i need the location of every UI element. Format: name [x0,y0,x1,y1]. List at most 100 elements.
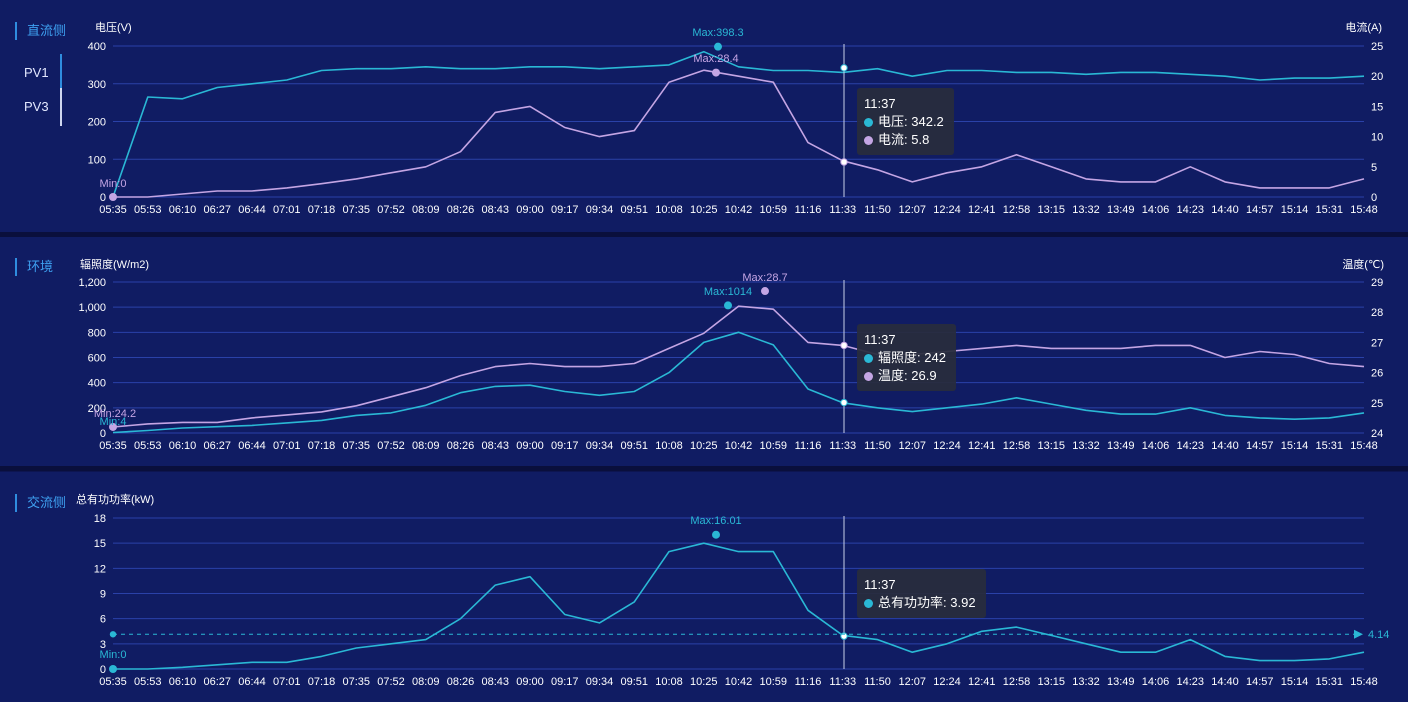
env-x-tick: 15:14 [1281,440,1309,452]
ac-x-tick: 15:14 [1281,676,1309,688]
ac-tooltip-r1-value: 3.92 [950,595,976,610]
dc-x-tick: 08:09 [412,204,440,216]
dc-x-tick: 12:41 [968,204,996,216]
dc-series-line-1 [112,50,1365,198]
power-dot-icon [864,598,873,608]
dc-x-tick: 06:27 [203,204,231,216]
ac-average-label: 4.14 [1368,629,1389,641]
dc-x-tick: 07:35 [342,204,370,216]
ac-x-tick: 10:42 [725,676,753,688]
dc-x-tick: 07:01 [273,204,301,216]
ac-x-tick: 12:07 [898,676,926,688]
dc-x-tick: 07:52 [377,204,405,216]
ac-left-tick: 3 [100,639,106,651]
dc-max-voltage-point [714,42,722,51]
ac-left-tick: 6 [100,614,106,626]
ac-x-tick: 09:00 [516,676,544,688]
ac-x-tick: 06:10 [169,676,197,688]
dc-x-tick: 12:24 [933,204,961,216]
env-x-tick: 15:48 [1350,440,1378,452]
dc-max-voltage-label: Max:398.3 [692,27,743,39]
env-x-tick: 08:43 [481,440,509,452]
dc-section-title: 直流侧 [15,22,66,40]
ac-x-tick: 11:33 [829,676,856,688]
env-left-tick: 200 [88,403,106,415]
ac-min-point [109,665,117,673]
dc-x-tick: 13:32 [1072,204,1100,216]
divider-1 [0,232,1408,237]
env-x-tick: 12:07 [898,440,926,452]
dc-min-label: Min:0 [100,178,127,190]
env-x-tick: 08:09 [412,440,440,452]
env-tooltip-r1-value: 242 [924,350,946,365]
env-hover-point-1 [840,398,848,407]
ac-x-tick: 13:32 [1072,676,1100,688]
ac-x-tick: 09:17 [551,676,579,688]
current-dot-icon [864,135,873,145]
tab-pv3[interactable]: PV3 [10,88,62,126]
ac-x-tick: 10:25 [690,676,718,688]
env-x-tick: 09:34 [586,440,614,452]
ac-left-tick: 12 [94,563,106,575]
env-min-temp-label: Min:24.2 [94,408,136,420]
env-right-tick: 28 [1371,307,1383,319]
ac-x-tick: 05:35 [99,676,127,688]
dc-series-line-2 [113,69,1365,198]
dc-x-tick: 11:16 [795,204,822,216]
ac-x-tick: 12:24 [933,676,961,688]
dc-x-tick: 05:35 [99,204,127,216]
env-x-tick: 07:52 [377,440,405,452]
dc-x-tick: 09:17 [551,204,579,216]
env-right-tick: 24 [1371,428,1383,440]
ac-tooltip-r1-label: 总有功功率 [878,595,944,610]
dc-tooltip-r1-value: 342.2 [911,114,944,129]
ac-x-tick: 10:08 [655,676,683,688]
env-x-tick: 05:53 [134,440,162,452]
ac-x-tick: 14:06 [1142,676,1170,688]
ac-x-tick: 07:52 [377,676,405,688]
env-x-tick: 10:42 [725,440,753,452]
env-x-tick: 10:59 [759,440,787,452]
env-max-temp-point [761,287,769,296]
dc-chart[interactable]: 0 100 200 300 400 0 5 10 15 20 25 05:35 05:53 06:10 06… [0,0,1408,232]
env-x-tick: 11:16 [795,440,822,452]
tab-pv3-label: PV3 [24,99,49,114]
dc-x-tick: 11:50 [864,204,891,216]
ac-x-tick: 11:16 [795,676,822,688]
ac-x-tick: 08:26 [447,676,475,688]
dc-right-tick: 0 [1371,192,1377,204]
ac-x-tick: 08:43 [481,676,509,688]
ac-average-start-point [109,631,117,638]
env-chart[interactable]: 0 200 400 600 800 1,000 1,200 24 25 26 27 28 29 05:35… [0,236,1408,466]
env-right-axis-name: 温度(℃) [1342,257,1384,271]
dc-x-tick: 05:53 [134,204,162,216]
ac-x-tick: 14:57 [1246,676,1274,688]
dc-x-tick: 07:18 [308,204,336,216]
dc-tooltip-r1-label: 电压 [878,114,905,129]
ac-x-tick: 15:31 [1315,676,1343,688]
dc-max-current-point [712,68,720,77]
env-min-irradiance-label: Min:4 [100,416,127,428]
dc-right-tick: 15 [1371,101,1383,113]
env-tooltip-r1-label: 辐照度 [878,350,918,365]
dc-tooltip-time: 11:37 [864,96,896,111]
ac-left-tick: 0 [100,664,106,676]
ac-chart[interactable]: 0 3 6 9 12 15 18 05:35 05:53 06:10 06:27 06:44 07:01… [0,472,1408,702]
ac-section-title: 交流侧 [15,494,66,512]
ac-x-tick: 06:27 [203,676,231,688]
ac-x-tick: 11:50 [864,676,891,688]
ac-max-label: Max:16.01 [690,515,741,527]
ac-left-tick: 15 [94,538,106,550]
tab-pv1[interactable]: PV1 [10,54,62,92]
env-x-tick: 12:24 [933,440,961,452]
env-x-tick: 15:31 [1315,440,1343,452]
env-x-tick: 07:01 [273,440,301,452]
env-left-tick: 1,000 [78,302,106,314]
env-x-tick: 12:41 [968,440,996,452]
ac-x-tick: 05:53 [134,676,162,688]
env-left-tick: 0 [100,428,106,440]
env-x-tick: 14:23 [1176,440,1204,452]
dc-x-tick: 14:23 [1176,204,1204,216]
dc-x-tick: 10:59 [759,204,787,216]
ac-x-tick: 13:15 [1037,676,1065,688]
